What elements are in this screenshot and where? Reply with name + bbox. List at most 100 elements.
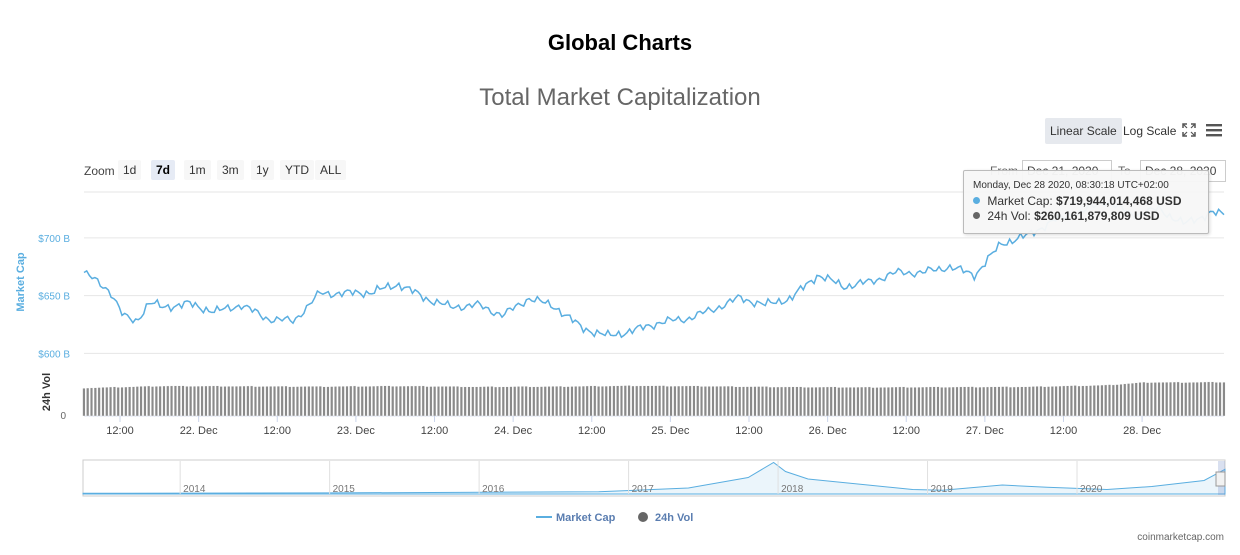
legend-item-24h-vol[interactable]: 24h Vol	[638, 512, 693, 524]
x-tick-label: 12:00	[735, 425, 763, 437]
volume-bar	[581, 385, 585, 417]
volume-bar	[173, 385, 177, 417]
volume-bar	[818, 386, 822, 417]
tooltip-vol-value: $260,161,879,809 USD	[1034, 209, 1160, 223]
volume-bar	[974, 386, 978, 417]
volume-bar	[215, 385, 219, 417]
volume-bar	[185, 386, 189, 417]
x-tick-label: 25. Dec	[651, 425, 689, 437]
navigator-year-label: 2019	[931, 484, 954, 495]
volume-bar	[299, 386, 303, 417]
volume-bar	[700, 386, 704, 417]
volume-bar	[730, 385, 734, 417]
volume-bar	[257, 386, 261, 417]
volume-bar	[722, 385, 726, 417]
volume-bar	[478, 386, 482, 417]
zoom-1m-button[interactable]: 1m	[184, 160, 211, 180]
volume-tick-0: 0	[60, 411, 66, 422]
svg-text:24h Vol: 24h Vol	[655, 512, 693, 524]
volume-bar	[1012, 386, 1016, 417]
volume-bar	[509, 386, 513, 417]
menu-icon[interactable]	[1205, 122, 1223, 138]
navigator-year-label: 2020	[1080, 484, 1103, 495]
volume-bar	[1134, 382, 1138, 417]
volume-bar	[1058, 385, 1062, 417]
zoom-ytd-button[interactable]: YTD	[280, 160, 314, 180]
volume-bar	[151, 386, 155, 417]
legend-item-market-cap[interactable]: Market Cap	[536, 512, 616, 524]
volume-bar	[810, 386, 814, 417]
volume-bar	[288, 386, 292, 417]
zoom-7d-button[interactable]: 7d	[151, 160, 176, 180]
log-scale-button[interactable]: Log Scale	[1123, 124, 1177, 138]
volume-bar	[497, 386, 501, 417]
volume-bar	[364, 386, 368, 417]
volume-bar	[1222, 381, 1226, 417]
volume-bar	[677, 385, 681, 417]
volume-bar	[303, 386, 307, 417]
volume-bar	[749, 386, 753, 417]
x-tick-label: 24. Dec	[494, 425, 532, 437]
volume-bar	[936, 386, 940, 417]
volume-bar	[482, 386, 486, 417]
volume-bar	[433, 386, 437, 417]
volume-bar	[1024, 386, 1028, 417]
volume-bar	[1142, 381, 1146, 417]
volume-bar	[1047, 386, 1051, 417]
volume-bar	[1031, 386, 1035, 417]
svg-text:Market Cap: Market Cap	[556, 512, 616, 524]
volume-bar	[120, 386, 124, 417]
volume-bar	[1016, 386, 1020, 417]
volume-bar	[684, 385, 688, 417]
volume-bar	[1043, 386, 1047, 417]
volume-bar	[673, 385, 677, 417]
navigator-handle[interactable]	[1215, 471, 1226, 487]
volume-bar	[955, 386, 959, 417]
volume-bar	[1054, 386, 1058, 417]
volume-bar	[429, 386, 433, 417]
volume-bar	[231, 386, 235, 417]
volume-bar	[375, 385, 379, 417]
volume-bar	[963, 386, 967, 417]
volume-bar	[93, 387, 97, 417]
volume-bar	[875, 387, 879, 417]
volume-bar	[269, 386, 273, 417]
volume-bar	[1104, 384, 1108, 417]
data-tooltip: Monday, Dec 28 2020, 08:30:18 UTC+02:00 …	[963, 170, 1209, 234]
volume-bar	[1108, 384, 1112, 417]
volume-bar	[147, 385, 151, 417]
volume-bar	[864, 386, 868, 417]
volume-bar	[158, 385, 162, 417]
volume-bar	[623, 385, 627, 417]
volume-bar	[337, 386, 341, 417]
volume-dot-icon	[973, 212, 980, 219]
navigator-year-label: 2018	[781, 484, 804, 495]
volume-bar	[101, 387, 105, 417]
volume-bar	[959, 386, 963, 417]
zoom-3m-button[interactable]: 3m	[217, 160, 244, 180]
fullscreen-icon[interactable]	[1181, 122, 1197, 138]
volume-bar	[734, 386, 738, 417]
navigator[interactable]: 2014 2015 2016 2017 2018 2019 2020	[82, 459, 1226, 497]
zoom-1d-button[interactable]: 1d	[118, 160, 142, 180]
volume-bar	[459, 386, 463, 417]
volume-bar	[1062, 385, 1066, 417]
volume-bar	[574, 386, 578, 417]
volume-bar	[1001, 386, 1005, 417]
volume-bar	[109, 386, 113, 417]
volume-bar	[669, 385, 673, 417]
volume-bar	[524, 386, 528, 417]
volume-bar	[639, 385, 643, 417]
zoom-1y-button[interactable]: 1y	[251, 160, 274, 180]
volume-bar	[242, 385, 246, 417]
linear-scale-button[interactable]: Linear Scale	[1045, 118, 1122, 144]
market-cap-axis-title: Market Cap	[15, 252, 27, 312]
volume-bar	[578, 386, 582, 417]
y-tick-label: $650 B	[38, 292, 70, 303]
zoom-all-button[interactable]: ALL	[315, 160, 347, 180]
volume-bar	[463, 386, 467, 417]
volume-bar	[886, 386, 890, 417]
volume-bar	[1005, 386, 1009, 417]
volume-bar	[170, 385, 174, 417]
volume-bar	[513, 386, 517, 417]
